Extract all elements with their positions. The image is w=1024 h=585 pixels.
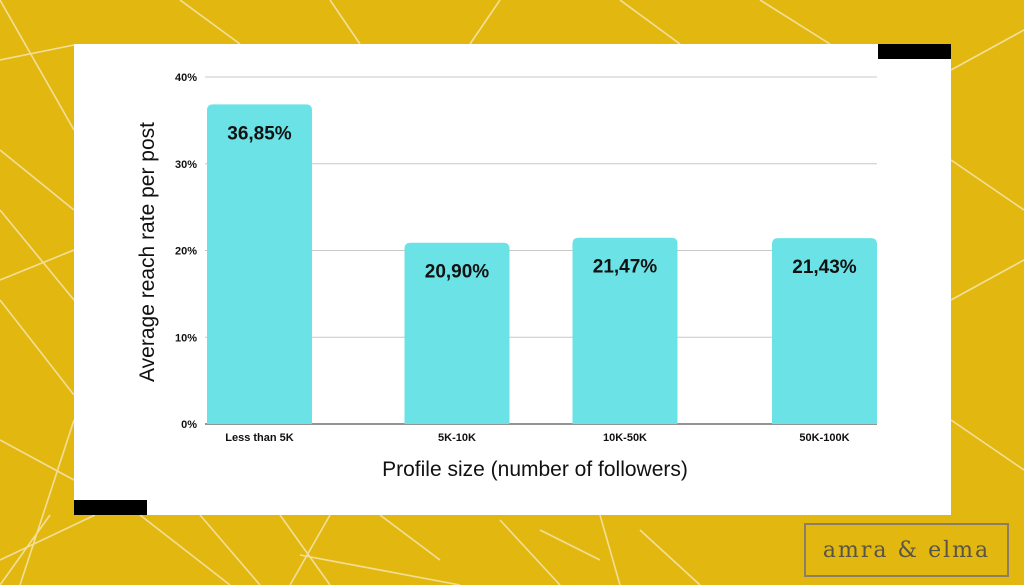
bar-data-label: 20,90%	[425, 262, 490, 283]
y-tick-label: 40%	[175, 72, 197, 84]
bar	[404, 242, 510, 424]
y-tick-label: 0%	[181, 419, 197, 431]
corner-accent-top-right	[878, 44, 951, 59]
y-axis-title: Average reach rate per post	[136, 122, 159, 382]
bar-data-label: 36,85%	[227, 123, 292, 144]
bar	[572, 237, 678, 424]
brand-logo: amra & elma	[804, 523, 1009, 577]
bar-data-label: 21,43%	[792, 257, 857, 278]
bars: 36,85% 20,90% 21,47% 21,43%	[207, 104, 877, 425]
x-tick-label: 5K-10K	[438, 432, 476, 444]
y-axis-ticks: 0% 10% 20% 30% 40%	[175, 72, 197, 431]
y-tick-label: 30%	[175, 159, 197, 171]
bar-data-label: 21,47%	[593, 257, 658, 278]
x-axis-ticks: Less than 5K 5K-10K 10K-50K 50K-100K	[225, 432, 849, 444]
x-tick-label: 50K-100K	[799, 432, 849, 444]
y-tick-label: 20%	[175, 246, 197, 258]
x-axis-title: Profile size (number of followers)	[382, 458, 688, 481]
y-tick-label: 10%	[175, 332, 197, 344]
x-tick-label: 10K-50K	[603, 432, 647, 444]
bar	[207, 104, 312, 425]
brand-name: amra & elma	[822, 537, 991, 563]
bar	[772, 238, 877, 424]
grid-lines	[205, 76, 877, 425]
corner-accent-bottom-left	[74, 500, 147, 515]
x-tick-label: Less than 5K	[225, 432, 294, 444]
